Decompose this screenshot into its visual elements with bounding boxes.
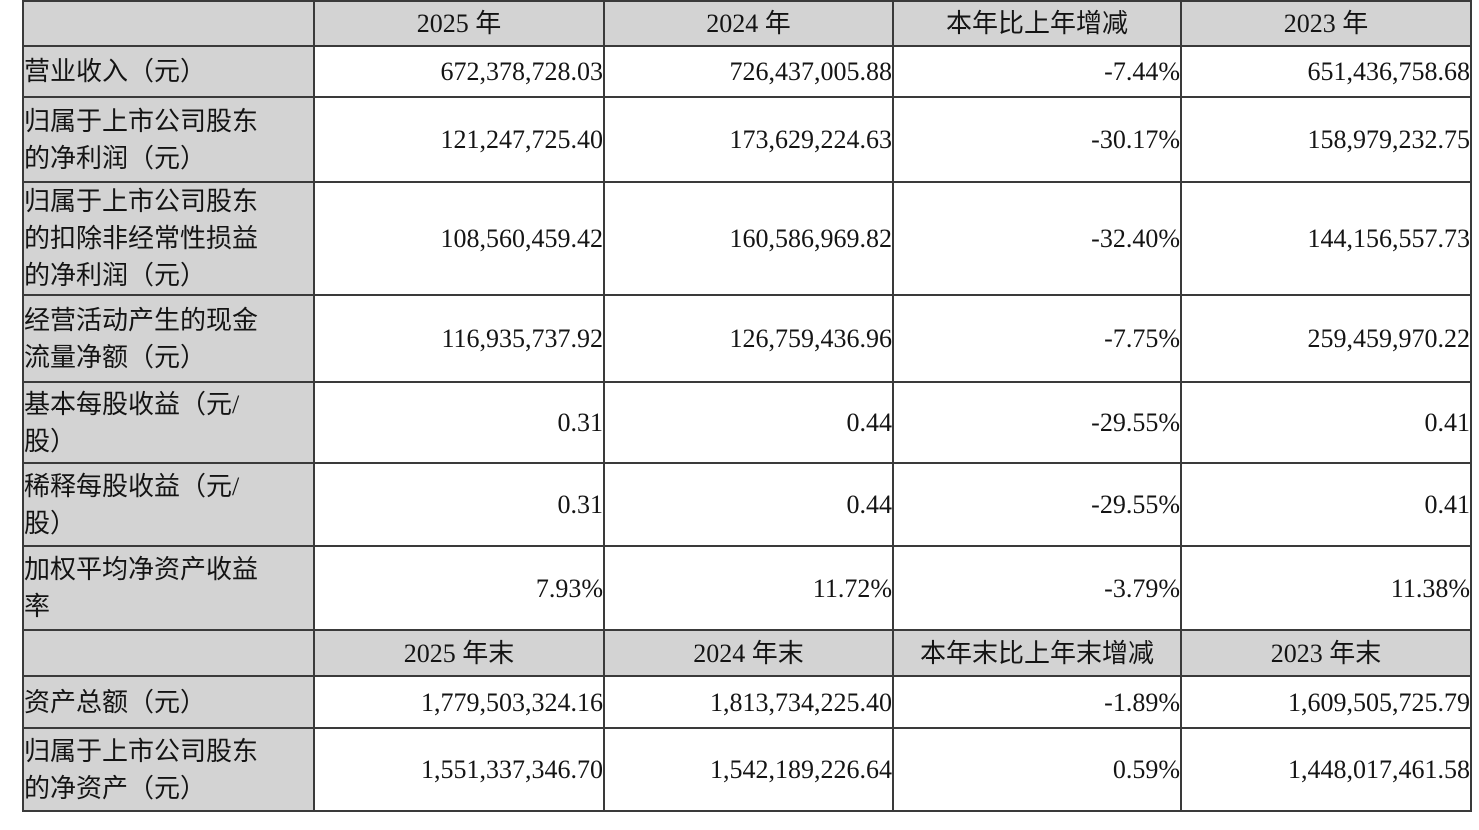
value-cell: -7.44% bbox=[892, 45, 1182, 98]
value-cell: 126,759,436.96 bbox=[603, 294, 894, 383]
value-cell: 0.31 bbox=[313, 462, 605, 547]
row-label-cell: 营业收入（元） bbox=[22, 45, 315, 98]
value-cell: 0.41 bbox=[1180, 381, 1472, 464]
value-cell: 158,979,232.75 bbox=[1180, 96, 1472, 183]
value-cell: 144,156,557.73 bbox=[1180, 181, 1472, 296]
table-row: 归属于上市公司股东 的净利润（元） 121,247,725.40 173,629,2… bbox=[22, 96, 1472, 183]
value-cell: 108,560,459.42 bbox=[313, 181, 605, 296]
table-row: 归属于上市公司股东 的扣除非经常性损益 的净利润（元） 108,560,459.4… bbox=[22, 181, 1472, 296]
value-cell: 259,459,970.22 bbox=[1180, 294, 1472, 383]
value-cell: -7.75% bbox=[892, 294, 1182, 383]
row-label-cell: 经营活动产生的现金 流量净额（元） bbox=[22, 294, 315, 383]
value-cell: 11.38% bbox=[1180, 545, 1472, 631]
table-header-row: 2025 年 2024 年本年比上年增减 2023 年 bbox=[22, 0, 1472, 47]
header-cell: 本年末比上年末增减 bbox=[892, 629, 1182, 677]
value-cell: 173,629,224.63 bbox=[603, 96, 894, 183]
table-body: 2025 年 2024 年本年比上年增减 2023 年营业收入（元） 672,378,… bbox=[22, 0, 1472, 812]
value-cell: 651,436,758.68 bbox=[1180, 45, 1472, 98]
row-label-cell: 归属于上市公司股东 的扣除非经常性损益 的净利润（元） bbox=[22, 181, 315, 296]
value-cell: -29.55% bbox=[892, 381, 1182, 464]
value-cell: 7.93% bbox=[313, 545, 605, 631]
table-row: 资产总额（元） 1,779,503,324.16 1,813,734,225.40-… bbox=[22, 675, 1472, 729]
header-cell: 2025 年末 bbox=[313, 629, 605, 677]
table-row: 营业收入（元） 672,378,728.03 726,437,005.88 -7.44… bbox=[22, 45, 1472, 98]
row-label-cell: 基本每股收益（元/ 股） bbox=[22, 381, 315, 464]
table-row: 基本每股收益（元/ 股） 0.31 0.44 -29.55% 0.41 bbox=[22, 381, 1472, 464]
table-row: 加权平均净资产收益 率 7.93% 11.72% -3.79% 11.38% bbox=[22, 545, 1472, 631]
value-cell: 1,609,505,725.79 bbox=[1180, 675, 1472, 729]
header-cell: 2024 年末 bbox=[603, 629, 894, 677]
value-cell: -29.55% bbox=[892, 462, 1182, 547]
header-cell: 2025 年 bbox=[313, 0, 605, 47]
value-cell: 116,935,737.92 bbox=[313, 294, 605, 383]
value-cell: 0.44 bbox=[603, 462, 894, 547]
value-cell: -30.17% bbox=[892, 96, 1182, 183]
value-cell: 0.44 bbox=[603, 381, 894, 464]
row-label-cell: 归属于上市公司股东 的净资产（元） bbox=[22, 727, 315, 812]
value-cell: -32.40% bbox=[892, 181, 1182, 296]
value-cell: -3.79% bbox=[892, 545, 1182, 631]
value-cell: 1,551,337,346.70 bbox=[313, 727, 605, 812]
value-cell: 0.41 bbox=[1180, 462, 1472, 547]
table-row: 稀释每股收益（元/ 股） 0.31 0.44 -29.55% 0.41 bbox=[22, 462, 1472, 547]
header-cell: 2024 年 bbox=[603, 0, 894, 47]
header-cell: 2023 年末 bbox=[1180, 629, 1472, 677]
financial-summary-table: 2025 年 2024 年本年比上年增减 2023 年营业收入（元） 672,378,… bbox=[22, 0, 1472, 812]
header-cell: 2023 年 bbox=[1180, 0, 1472, 47]
value-cell: 726,437,005.88 bbox=[603, 45, 894, 98]
table-row: 经营活动产生的现金 流量净额（元） 116,935,737.92 126,759,4… bbox=[22, 294, 1472, 383]
corner-cell bbox=[22, 0, 315, 47]
value-cell: 121,247,725.40 bbox=[313, 96, 605, 183]
value-cell: 1,779,503,324.16 bbox=[313, 675, 605, 729]
row-label-cell: 稀释每股收益（元/ 股） bbox=[22, 462, 315, 547]
value-cell: 0.31 bbox=[313, 381, 605, 464]
value-cell: 1,448,017,461.58 bbox=[1180, 727, 1472, 812]
row-label-cell: 归属于上市公司股东 的净利润（元） bbox=[22, 96, 315, 183]
value-cell: 160,586,969.82 bbox=[603, 181, 894, 296]
value-cell: 1,813,734,225.40 bbox=[603, 675, 894, 729]
value-cell: -1.89% bbox=[892, 675, 1182, 729]
value-cell: 0.59% bbox=[892, 727, 1182, 812]
table-header-row: 2025 年末 2024 年末 本年末比上年末增减 2023 年末 bbox=[22, 629, 1472, 677]
row-label-cell: 资产总额（元） bbox=[22, 675, 315, 729]
financial-summary-table-wrap: 2025 年 2024 年本年比上年增减 2023 年营业收入（元） 672,378,… bbox=[22, 0, 1472, 812]
value-cell: 672,378,728.03 bbox=[313, 45, 605, 98]
value-cell: 11.72% bbox=[603, 545, 894, 631]
value-cell: 1,542,189,226.64 bbox=[603, 727, 894, 812]
corner-cell bbox=[22, 629, 315, 677]
table-row: 归属于上市公司股东 的净资产（元） 1,551,337,346.70 1,542,1… bbox=[22, 727, 1472, 812]
header-cell: 本年比上年增减 bbox=[892, 0, 1182, 47]
row-label-cell: 加权平均净资产收益 率 bbox=[22, 545, 315, 631]
